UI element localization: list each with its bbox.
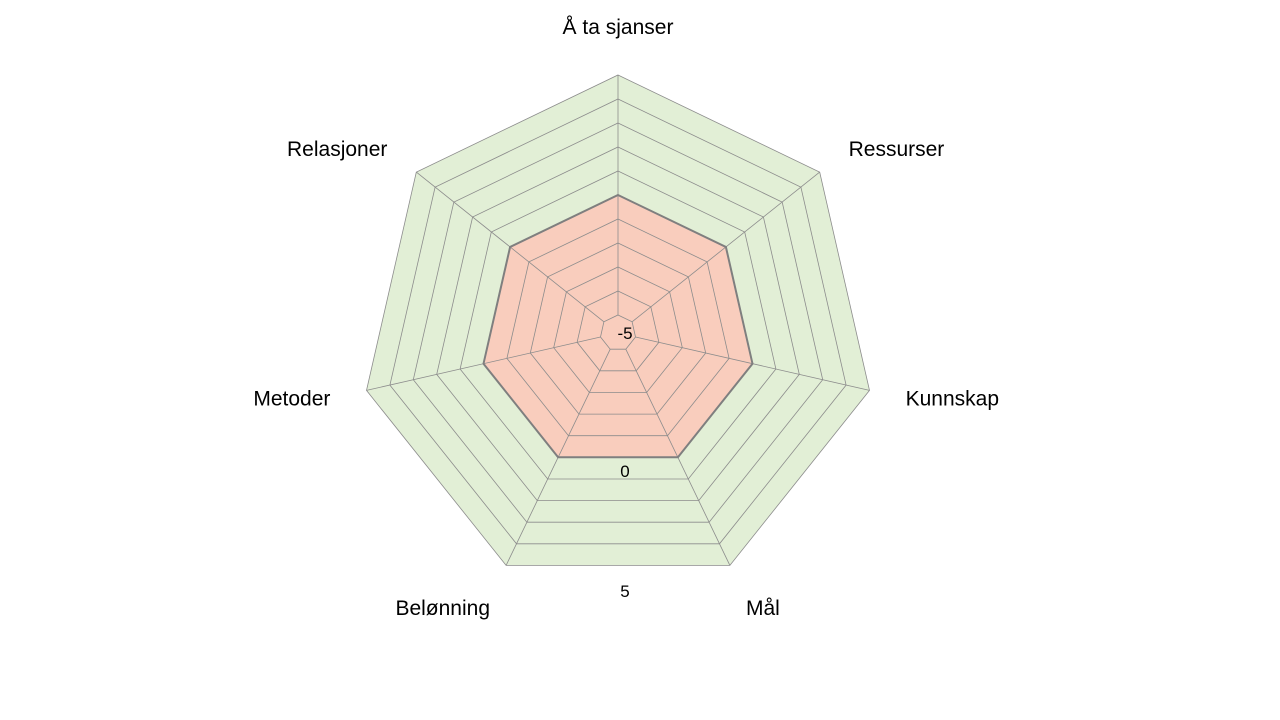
axis-label: Ressurser [849, 138, 945, 161]
grid-ring [459, 170, 777, 480]
tick-label: -5 [617, 324, 632, 343]
tick-label: 5 [620, 582, 629, 601]
grid-ring [529, 242, 707, 415]
grid-ring [576, 290, 660, 372]
grid-ring [600, 314, 636, 350]
axis-label: Kunnskap [906, 388, 999, 411]
grid-ring [366, 74, 870, 566]
grid-ring [436, 146, 800, 502]
radar-series [482, 193, 754, 459]
series-line [482, 193, 754, 459]
radar-grid [366, 74, 870, 566]
grid-ring [506, 218, 730, 437]
radar-labels: Å ta sjanser Ressurser Kunnskap Mål Belønnin… [253, 16, 999, 620]
axis-label: Belønning [395, 597, 490, 620]
tick-label: 0 [620, 462, 629, 481]
grid-ring [553, 266, 683, 393]
negative-region [483, 195, 753, 458]
axis-label: Relasjoner [287, 138, 387, 161]
axis-label: Å ta sjanser [563, 16, 674, 39]
axis-label: Mål [746, 597, 780, 620]
radar-regions [366, 75, 870, 566]
grid-ring [389, 98, 847, 545]
grid-ring [412, 122, 824, 523]
axis-label: Metoder [253, 388, 330, 411]
